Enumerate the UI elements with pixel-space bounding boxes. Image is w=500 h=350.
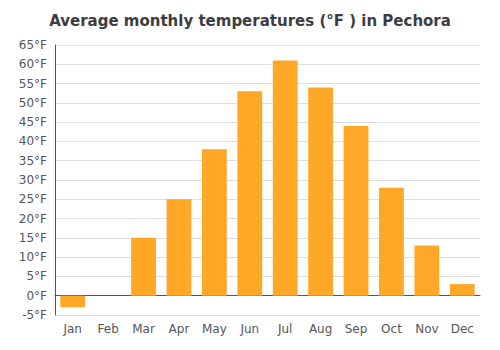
svg-text:0°F: 0°F xyxy=(26,289,47,303)
svg-text:50°F: 50°F xyxy=(19,96,47,110)
svg-text:55°F: 55°F xyxy=(19,77,47,91)
svg-text:Jun: Jun xyxy=(239,322,259,336)
svg-text:Mar: Mar xyxy=(132,322,155,336)
svg-text:Apr: Apr xyxy=(169,322,190,336)
svg-text:Dec: Dec xyxy=(451,322,474,336)
svg-text:Jan: Jan xyxy=(62,322,82,336)
svg-text:15°F: 15°F xyxy=(19,231,47,245)
svg-text:Sep: Sep xyxy=(345,322,368,336)
svg-text:25°F: 25°F xyxy=(19,192,47,206)
svg-text:May: May xyxy=(202,322,227,336)
svg-text:40°F: 40°F xyxy=(19,134,47,148)
svg-text:Nov: Nov xyxy=(415,322,438,336)
svg-text:Feb: Feb xyxy=(98,322,119,336)
svg-text:Aug: Aug xyxy=(309,322,332,336)
svg-text:Oct: Oct xyxy=(381,322,402,336)
svg-text:30°F: 30°F xyxy=(19,173,47,187)
svg-text:Jul: Jul xyxy=(277,322,292,336)
svg-text:60°F: 60°F xyxy=(19,57,47,71)
svg-text:35°F: 35°F xyxy=(19,154,47,168)
svg-text:65°F: 65°F xyxy=(19,38,47,52)
svg-text:10°F: 10°F xyxy=(19,250,47,264)
svg-text:5°F: 5°F xyxy=(26,269,47,283)
svg-text:20°F: 20°F xyxy=(19,212,47,226)
svg-text:Average monthly temperatures (: Average monthly temperatures (°F ) in Pe… xyxy=(49,12,451,30)
svg-text:45°F: 45°F xyxy=(19,115,47,129)
svg-text:-5°F: -5°F xyxy=(22,308,47,322)
